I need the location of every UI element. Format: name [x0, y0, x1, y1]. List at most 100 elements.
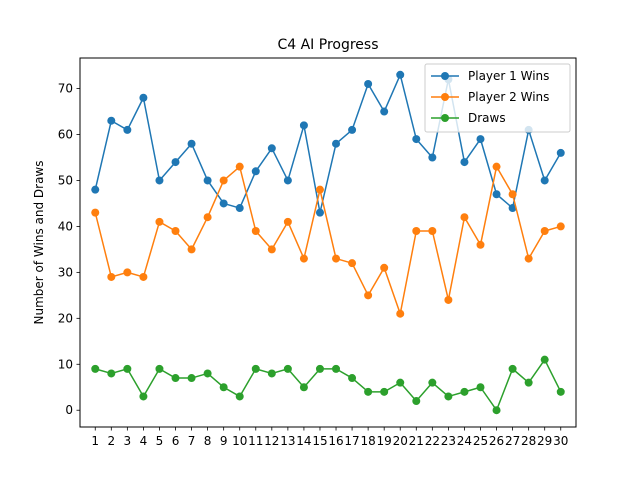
- data-point: [508, 190, 517, 199]
- data-point: [203, 176, 212, 185]
- data-point: [91, 364, 100, 373]
- series-draws: [91, 355, 565, 415]
- legend-item: Draws: [431, 111, 506, 125]
- x-tick-label: 27: [505, 434, 520, 448]
- x-tick-label: 16: [328, 434, 343, 448]
- data-point: [364, 291, 373, 300]
- data-point: [187, 245, 196, 254]
- data-point: [428, 153, 437, 162]
- data-point: [396, 70, 405, 79]
- x-tick-label: 13: [280, 434, 295, 448]
- x-tick-label: 22: [425, 434, 440, 448]
- data-point: [315, 185, 324, 194]
- data-point: [283, 217, 292, 226]
- x-tick-label: 17: [344, 434, 359, 448]
- data-point: [139, 93, 148, 102]
- x-tick-label: 6: [172, 434, 180, 448]
- y-tick-label: 0: [65, 403, 73, 417]
- data-point: [380, 263, 389, 272]
- series-line: [95, 358, 562, 411]
- data-point: [444, 392, 453, 401]
- data-point: [155, 217, 164, 226]
- y-tick-label: 70: [58, 82, 73, 96]
- data-point: [540, 176, 549, 185]
- data-point: [267, 369, 276, 378]
- data-point: [251, 227, 260, 236]
- data-point: [460, 387, 469, 396]
- data-point: [91, 208, 100, 217]
- data-point: [315, 208, 324, 217]
- x-tick-label: 20: [393, 434, 408, 448]
- legend-item: Player 1 Wins: [431, 69, 549, 83]
- data-point: [267, 245, 276, 254]
- y-tick-label: 60: [58, 128, 73, 142]
- data-point: [492, 162, 501, 171]
- data-point: [460, 158, 469, 167]
- data-point: [123, 364, 132, 373]
- data-point: [492, 190, 501, 199]
- data-point: [332, 139, 341, 148]
- x-tick-label: 12: [264, 434, 279, 448]
- x-tick-label: 15: [312, 434, 327, 448]
- x-tick-label: 3: [124, 434, 132, 448]
- data-point: [219, 199, 228, 208]
- x-tick-label: 11: [248, 434, 263, 448]
- y-tick-label: 30: [58, 265, 73, 279]
- legend: Player 1 Wins Player 2 Wins Draws: [424, 63, 571, 133]
- data-point: [556, 148, 565, 157]
- data-point: [187, 374, 196, 383]
- data-point: [187, 139, 196, 148]
- data-point: [508, 204, 517, 213]
- data-point: [412, 397, 421, 406]
- x-tick-label: 26: [489, 434, 504, 448]
- x-tick-label: 5: [156, 434, 164, 448]
- data-point: [91, 185, 100, 194]
- x-tick-label: 2: [107, 434, 115, 448]
- data-point: [364, 387, 373, 396]
- data-point: [107, 369, 116, 378]
- legend-swatch-marker: [441, 114, 449, 122]
- data-point: [107, 116, 116, 125]
- x-tick-label: 9: [220, 434, 228, 448]
- data-point: [219, 176, 228, 185]
- data-point: [428, 227, 437, 236]
- data-point: [524, 378, 533, 387]
- x-tick-label: 24: [457, 434, 472, 448]
- data-point: [348, 125, 357, 134]
- data-point: [315, 364, 324, 373]
- data-point: [476, 135, 485, 144]
- legend-label: Player 1 Wins: [468, 69, 549, 83]
- data-point: [251, 167, 260, 176]
- legend-swatch-marker: [441, 72, 449, 80]
- data-point: [299, 383, 308, 392]
- data-point: [235, 162, 244, 171]
- data-point: [428, 378, 437, 387]
- data-point: [460, 213, 469, 222]
- x-tick-label: 25: [473, 434, 488, 448]
- data-point: [556, 222, 565, 231]
- data-point: [299, 254, 308, 263]
- data-point: [283, 176, 292, 185]
- series-line: [94, 74, 562, 214]
- data-point: [332, 254, 341, 263]
- x-tick-label: 14: [296, 434, 311, 448]
- x-tick-label: 28: [521, 434, 536, 448]
- series-layer: [91, 70, 565, 415]
- data-point: [203, 213, 212, 222]
- x-tick-label: 23: [441, 434, 456, 448]
- data-point: [476, 383, 485, 392]
- series-line: [94, 165, 561, 315]
- data-point: [412, 135, 421, 144]
- data-point: [380, 107, 389, 116]
- data-point: [139, 392, 148, 401]
- x-tick-label: 10: [232, 434, 247, 448]
- data-point: [171, 158, 180, 167]
- plot-frame: [79, 57, 577, 428]
- x-tick-label: 29: [537, 434, 552, 448]
- data-point: [348, 259, 357, 268]
- data-point: [508, 364, 517, 373]
- data-point: [139, 272, 148, 281]
- x-tick-label: 30: [553, 434, 568, 448]
- data-point: [123, 125, 132, 134]
